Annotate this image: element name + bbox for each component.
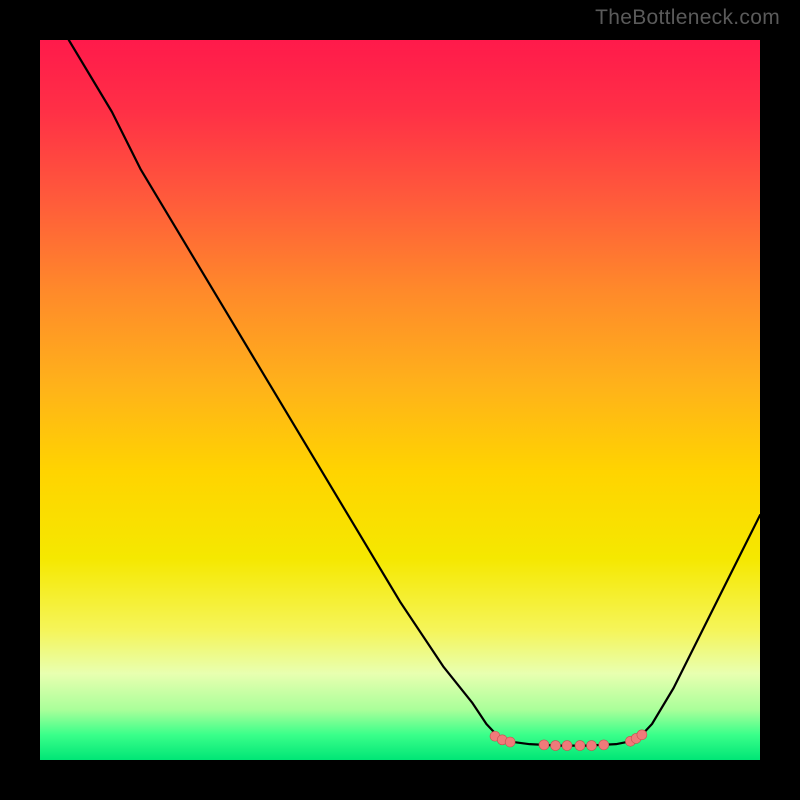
marker-point [539,740,549,750]
bottleneck-chart [40,40,760,760]
marker-point [637,730,647,740]
marker-point [587,741,597,751]
marker-point [562,741,572,751]
marker-point [505,737,515,747]
chart-background [40,40,760,760]
chart-plot-area [40,40,760,760]
watermark-text: TheBottleneck.com [595,6,780,30]
marker-point [599,740,609,750]
marker-point [551,741,561,751]
marker-point [575,741,585,751]
